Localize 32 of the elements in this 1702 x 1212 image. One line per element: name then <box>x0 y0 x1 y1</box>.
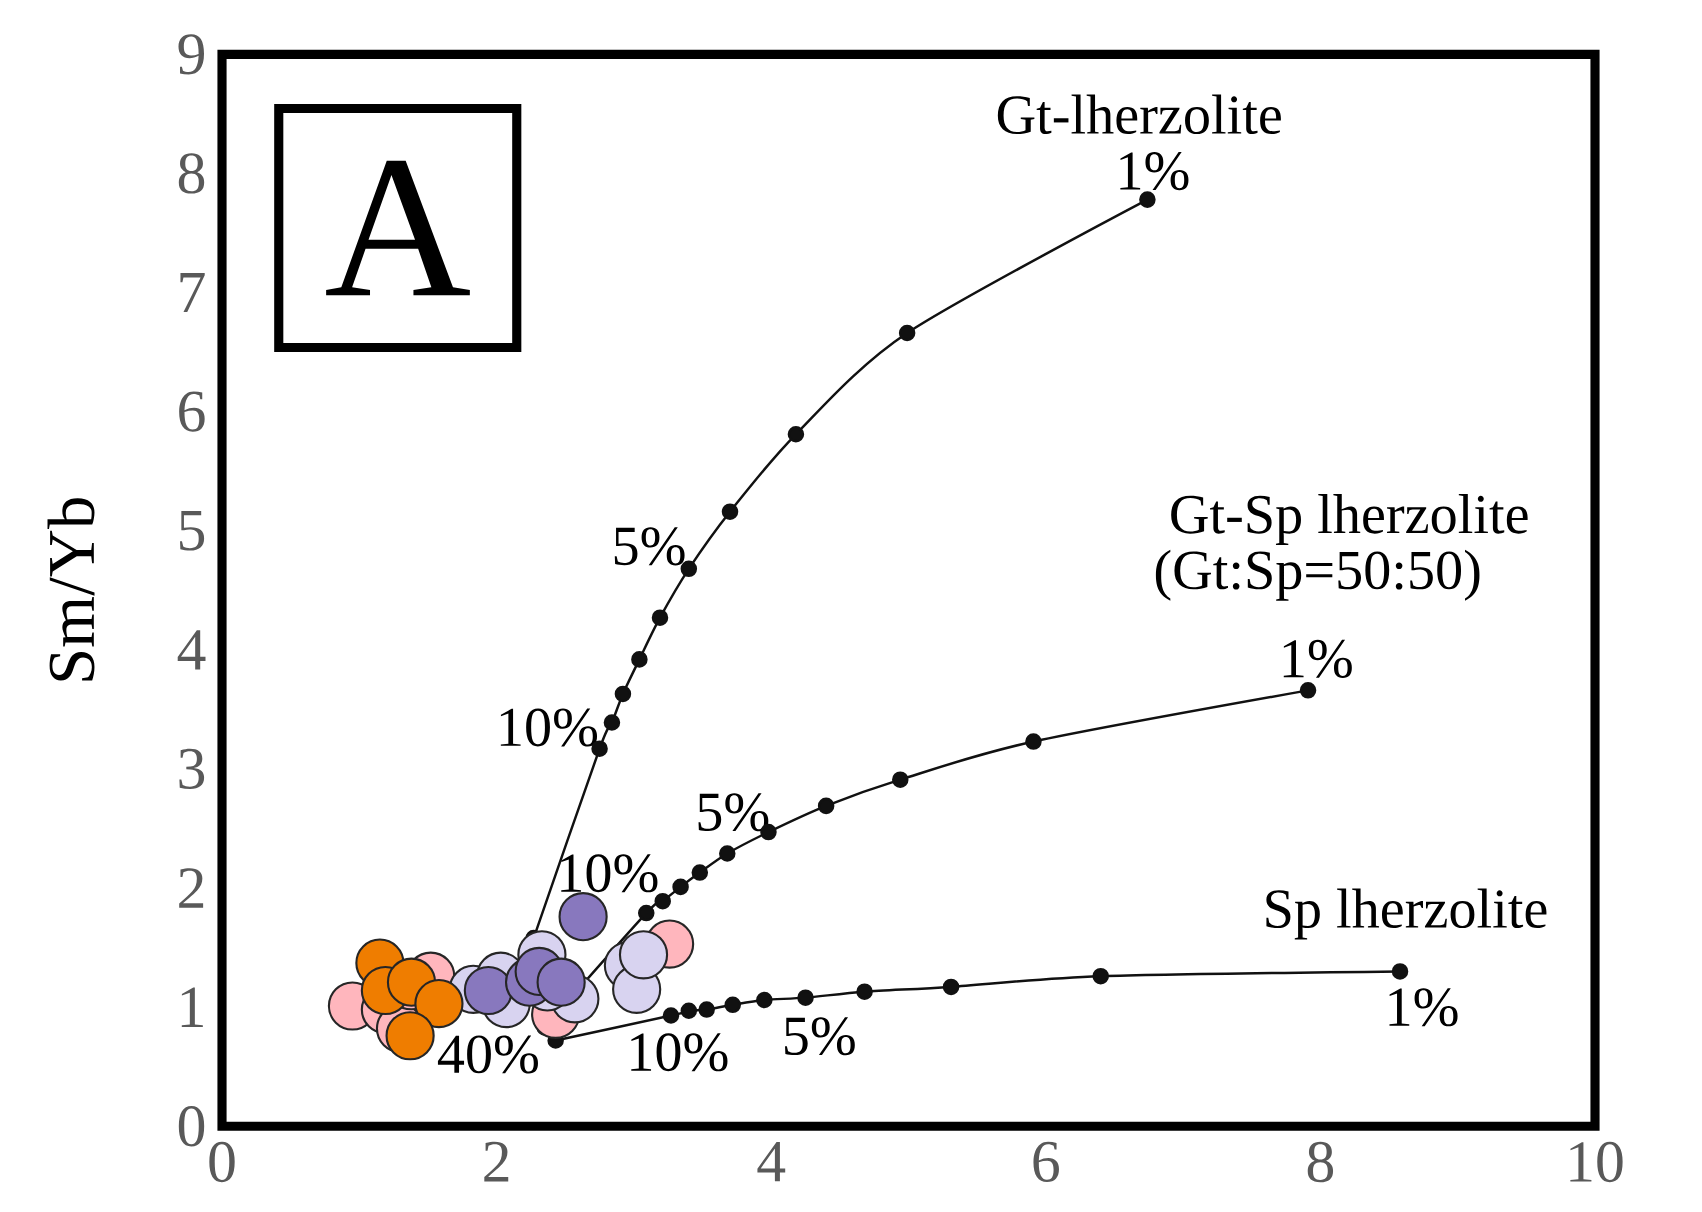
x-tick-label: 10 <box>1570 1141 1623 1183</box>
annotation: 1% <box>1389 988 1458 1027</box>
y-tick-label: 1 <box>181 987 203 1027</box>
annotation: 5% <box>614 527 685 566</box>
annotation: Sp lherzolite <box>1266 888 1547 940</box>
annotation: (Gt:Sp=50:50) <box>1155 549 1480 601</box>
annotation: 40% <box>437 1035 538 1074</box>
x-tick-label: 6 <box>1033 1141 1059 1183</box>
y-tick-label: 2 <box>179 868 204 908</box>
x-tick-label: 2 <box>484 1141 509 1182</box>
annotation: Gt-Sp lherzolite <box>1171 494 1528 546</box>
x-tick-label: 8 <box>1307 1141 1334 1183</box>
annotation: 10% <box>631 1033 728 1072</box>
x-tick-label: 0 <box>209 1141 235 1183</box>
y-tick-label: 5 <box>180 510 205 551</box>
annotation: A <box>326 160 470 296</box>
y-tick-label: 8 <box>178 153 205 194</box>
y-axis-title: Sm/Yb <box>47 498 95 681</box>
y-tick-label: 7 <box>180 272 205 313</box>
annotation: 10% <box>500 708 598 747</box>
y-tick-label: 9 <box>178 34 204 75</box>
annotation: 1% <box>1283 639 1352 678</box>
annotation: 5% <box>698 793 769 832</box>
annotation: 5% <box>785 1017 855 1056</box>
y-tick-label: 0 <box>178 1106 205 1147</box>
annotation: 10% <box>561 854 658 893</box>
y-tick-label: 3 <box>179 748 205 790</box>
y-tick-label: 4 <box>177 630 206 670</box>
annotation: 1% <box>1120 152 1189 191</box>
y-tick-label: 6 <box>179 391 205 432</box>
x-tick-label: 4 <box>757 1141 786 1182</box>
annotation: Gt-lherzolite <box>997 94 1281 135</box>
